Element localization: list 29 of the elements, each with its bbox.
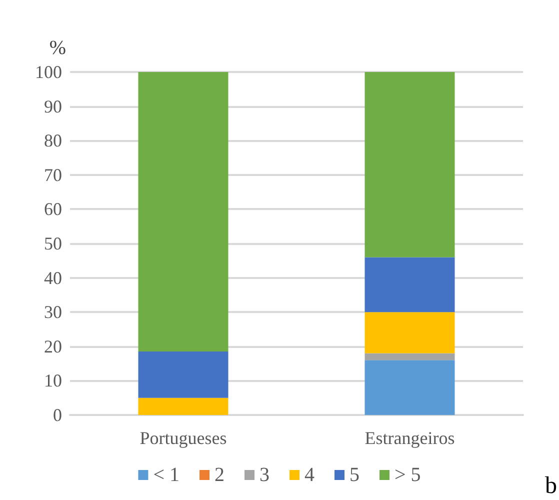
- y-tick-label: 70: [44, 164, 62, 185]
- bar: [364, 312, 455, 354]
- y-axis-title: %: [49, 37, 66, 59]
- y-tick-label: 30: [44, 302, 62, 322]
- bar: [364, 257, 455, 312]
- x-tick-label: Portugueses: [140, 428, 227, 448]
- y-tick-label: 0: [53, 405, 62, 425]
- y-tick-label: 10: [44, 370, 62, 391]
- legend-label: 2: [214, 464, 224, 486]
- legend-label: 5: [350, 464, 360, 486]
- y-tick-label: 20: [44, 336, 62, 356]
- y-tick-label: 60: [44, 199, 62, 220]
- bar: [138, 352, 228, 398]
- y-tick-label: 80: [44, 130, 62, 151]
- y-tick-label: 40: [44, 268, 62, 288]
- legend-label: 4: [304, 464, 314, 486]
- bar: [364, 360, 455, 415]
- bar: [138, 398, 228, 415]
- bar: [138, 72, 228, 352]
- text: b: [545, 473, 557, 499]
- bar: [364, 72, 455, 258]
- legend-label: 3: [260, 464, 270, 486]
- legend-label: > 5: [394, 464, 421, 486]
- x-tick-label: Estrangeiros: [364, 428, 455, 448]
- y-tick-label: 50: [44, 234, 62, 254]
- y-tick-label: 90: [44, 96, 62, 116]
- y-tick-label: 100: [35, 62, 62, 82]
- legend-label: < 1: [153, 464, 180, 486]
- bar: [364, 353, 455, 360]
